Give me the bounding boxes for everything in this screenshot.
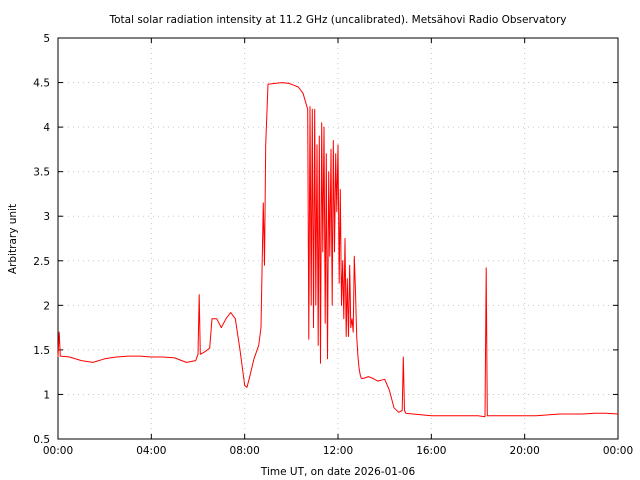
gridlines <box>58 38 618 439</box>
series-line <box>57 82 619 418</box>
y-tick-label: 0.5 <box>33 434 50 446</box>
y-axis-label: Arbitrary unit <box>7 204 19 274</box>
series-layer <box>57 82 619 418</box>
x-tick-label: 00:00 <box>603 445 633 457</box>
axis-ticks: 00:00 04:00 08:00 12:00 16:00 20:00 00:000.511… <box>33 33 633 457</box>
y-tick-label: 4.5 <box>33 78 50 90</box>
x-tick-label: 12:00 <box>323 445 353 457</box>
y-tick-label: 4 <box>43 122 50 134</box>
x-tick-label: 16:00 <box>416 445 446 457</box>
y-tick-label: 2.5 <box>33 256 50 268</box>
y-tick-label: 3.5 <box>33 167 50 179</box>
y-tick-label: 2 <box>43 300 50 312</box>
y-tick-label: 3 <box>43 211 50 223</box>
chart-title: Total solar radiation intensity at 11.2 … <box>108 14 566 26</box>
x-tick-label: 08:00 <box>230 445 260 457</box>
y-tick-label: 1 <box>43 389 50 401</box>
y-tick-label: 5 <box>43 33 50 45</box>
x-tick-label: 20:00 <box>510 445 540 457</box>
y-tick-label: 1.5 <box>33 345 50 357</box>
x-axis-label: Time UT, on date 2026-01-06 <box>260 466 416 478</box>
x-tick-label: 04:00 <box>136 445 166 457</box>
x-tick-label: 00:00 <box>43 445 73 457</box>
